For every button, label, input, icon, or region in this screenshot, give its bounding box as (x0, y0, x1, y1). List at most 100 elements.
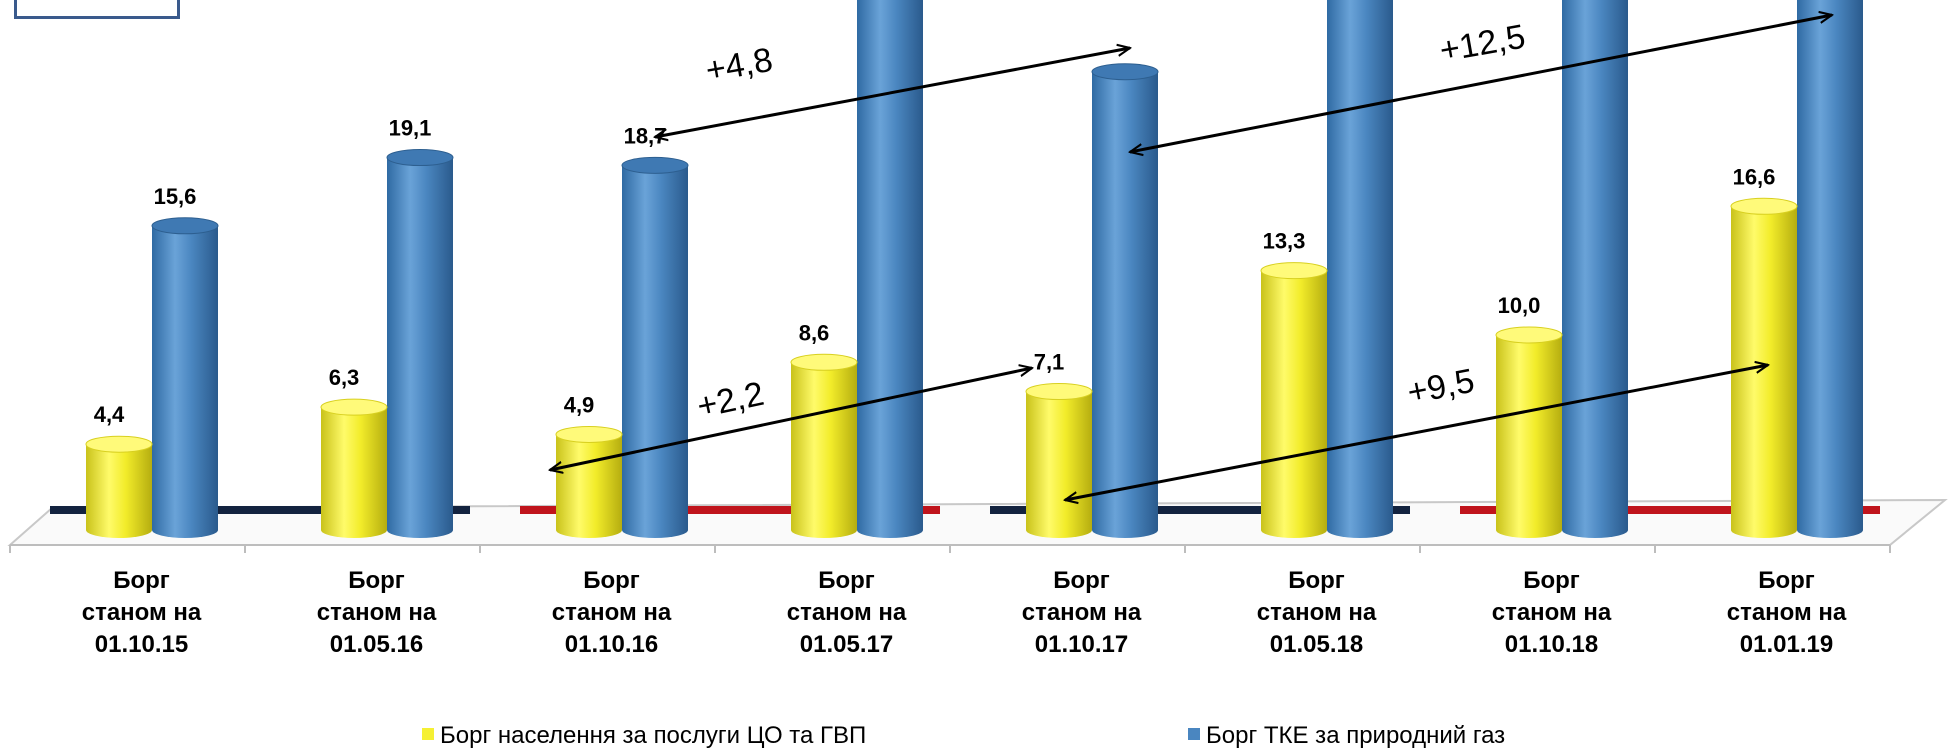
bar-body (791, 362, 857, 538)
category-line: Борг (1053, 567, 1110, 594)
category-label-8: Борг станом на 01.01.19 (1727, 567, 1847, 658)
bar-top (1091, 63, 1159, 81)
double-arrow (655, 48, 1130, 137)
bar-top (85, 435, 153, 453)
change-label: +12,5 (1437, 18, 1528, 70)
bar-body (1496, 335, 1562, 538)
data-label-bg (376, 105, 444, 144)
bar-top (386, 149, 454, 167)
category-line: 01.10.15 (95, 631, 188, 658)
category-line: Борг (1523, 567, 1580, 594)
category-line: станом на (1022, 599, 1142, 626)
bar-top (1025, 383, 1093, 401)
category-line: 01.05.18 (1270, 631, 1363, 658)
yellow-bar-8: 16,6 (1720, 154, 1798, 539)
category-line: 01.10.18 (1505, 631, 1598, 658)
category-line: Борг (583, 567, 640, 594)
change-annotation-2: +12,5 (1130, 15, 1832, 152)
blue-bar-3: 18,7 (611, 113, 689, 538)
blue-bar-2: 19,1 (376, 105, 454, 539)
annotations: +4,8 +12,5 +2,2 +9,5 (550, 15, 1832, 500)
data-label: 16,6 (1733, 164, 1776, 189)
category-label-1: Борг станом на 01.10.15 (82, 567, 202, 658)
category-labels: Борг станом на 01.10.15 Борг станом на 01.05.… (82, 567, 1847, 658)
bar-body (1261, 270, 1327, 538)
yellow-bar-4: 8,6 (780, 310, 858, 538)
category-line: Борг (1288, 567, 1345, 594)
data-label: 4,9 (564, 392, 595, 417)
bars: 15,6 19,1 18,7 4,4 6,3 4,9 8,6 7,1 13,3 10,0 16,6 (75, 0, 1863, 539)
legend-label: Борг населення за послуги ЦО та ГВП (440, 722, 866, 748)
blue-bar-1: 15,6 (141, 173, 219, 539)
category-label-5: Борг станом на 01.10.17 (1022, 567, 1142, 658)
legend-swatch (1188, 728, 1200, 740)
legend: Борг населення за послуги ЦО та ГВП Борг … (422, 722, 1505, 748)
data-label: 19,1 (389, 116, 432, 141)
data-label: 8,6 (799, 320, 830, 345)
blue-bar-4 (857, 0, 923, 538)
bar-body (1026, 391, 1092, 538)
category-label-2: Борг станом на 01.05.16 (317, 567, 437, 658)
bar-body (1327, 0, 1393, 538)
data-label: 10,0 (1498, 293, 1541, 318)
change-label: +9,5 (1404, 362, 1477, 412)
yellow-bar-1: 4,4 (75, 392, 153, 538)
category-line: 01.05.16 (330, 631, 423, 658)
legend-label: Борг ТКЕ за природний газ (1206, 722, 1505, 748)
bar-body (152, 225, 218, 539)
bar-top (790, 353, 858, 371)
category-line: 01.10.17 (1035, 631, 1128, 658)
bar-top (1260, 262, 1328, 280)
bar-body (857, 0, 923, 538)
category-line: станом на (1727, 599, 1847, 626)
blue-bar-7 (1562, 0, 1628, 538)
data-label-bg (310, 355, 378, 394)
bar-body (1731, 206, 1797, 539)
bar-top (320, 398, 388, 416)
bar-body (387, 157, 453, 539)
data-label: 6,3 (329, 365, 360, 390)
logo-frame (14, 0, 180, 19)
category-line: Борг (1758, 567, 1815, 594)
category-line: станом на (1257, 599, 1377, 626)
data-label-bg (1250, 218, 1318, 257)
category-line: 01.01.19 (1740, 631, 1833, 658)
blue-bar-6 (1327, 0, 1393, 538)
category-line: станом на (317, 599, 437, 626)
category-line: станом на (82, 599, 202, 626)
category-line: станом на (787, 599, 907, 626)
bar-top (555, 425, 623, 443)
double-arrow (1130, 15, 1832, 152)
bar-body (86, 444, 152, 538)
change-annotation-4: +9,5 (1065, 362, 1768, 500)
bar-body (1562, 0, 1628, 538)
change-label: +2,2 (694, 375, 768, 426)
bar-top (621, 156, 689, 174)
bar-body (556, 434, 622, 538)
bar-body (1797, 0, 1863, 538)
category-line: Борг (113, 567, 170, 594)
category-label-3: Борг станом на 01.10.16 (552, 567, 672, 658)
data-label: 13,3 (1263, 229, 1306, 254)
blue-bar-8 (1797, 0, 1863, 538)
data-label: 15,6 (154, 184, 197, 209)
category-line: 01.05.17 (800, 631, 893, 658)
blue-bar-5 (1091, 63, 1159, 538)
category-line: Борг (348, 567, 405, 594)
data-label-bg (1720, 154, 1788, 193)
data-label: 4,4 (94, 402, 125, 427)
data-label: 7,1 (1034, 350, 1065, 375)
data-label-bg (141, 173, 209, 212)
data-label-bg (780, 310, 848, 349)
change-label: +4,8 (703, 41, 776, 90)
category-label-4: Борг станом на 01.05.17 (787, 567, 907, 658)
category-line: Борг (818, 567, 875, 594)
double-arrow (550, 368, 1032, 470)
bar-top (151, 217, 219, 235)
legend-swatch (422, 728, 434, 740)
category-line: 01.10.16 (565, 631, 658, 658)
data-label-bg (1485, 283, 1553, 321)
category-line: станом на (552, 599, 672, 626)
legend-item-1: Борг населення за послуги ЦО та ГВП (422, 722, 866, 748)
